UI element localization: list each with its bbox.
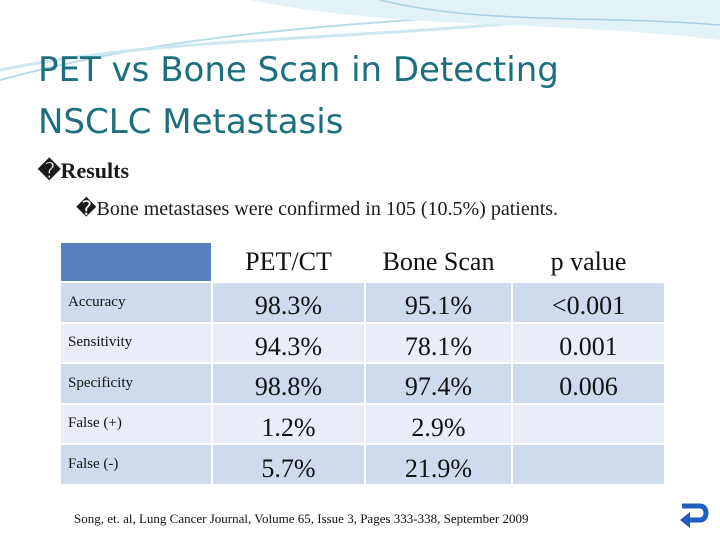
row-label: Sensitivity: [60, 322, 212, 363]
value-cell: 1.2%: [212, 403, 365, 444]
return-icon[interactable]: [676, 500, 712, 536]
column-header: PET/CT: [212, 242, 365, 282]
value-cell: [512, 403, 665, 444]
value-cell: 2.9%: [365, 403, 512, 444]
corner-cell: [60, 242, 212, 282]
value-cell: 95.1%: [365, 282, 512, 323]
slide-title: PET vs Bone Scan in Detecting NSCLC Meta…: [38, 50, 559, 142]
value-cell: 0.006: [512, 363, 665, 404]
row-label: Specificity: [60, 363, 212, 404]
results-table: PET/CT Bone Scan p value Accuracy 98.3% 95.1%…: [60, 242, 665, 485]
header-waves: [0, 0, 720, 81]
value-cell: [512, 444, 665, 485]
citation: Song, et. al, Lung Cancer Journal, Volum…: [74, 511, 529, 526]
column-header: Bone Scan: [365, 242, 512, 282]
value-cell: 98.8%: [212, 363, 365, 404]
value-cell: <0.001: [512, 282, 665, 323]
value-cell: 94.3%: [212, 322, 365, 363]
bullet: �Results: [38, 158, 130, 183]
sub-bullet: �Bone metastases were confirmed in 105 (…: [76, 198, 559, 220]
value-cell: 0.001: [512, 322, 665, 363]
column-header: p value: [512, 242, 665, 282]
row-label: False (+): [60, 403, 212, 444]
value-cell: 21.9%: [365, 444, 512, 485]
value-cell: 97.4%: [365, 363, 512, 404]
row-label: Accuracy: [60, 282, 212, 323]
value-cell: 98.3%: [212, 282, 365, 323]
value-cell: 78.1%: [365, 322, 512, 363]
row-label: False (-): [60, 444, 212, 485]
value-cell: 5.7%: [212, 444, 365, 485]
